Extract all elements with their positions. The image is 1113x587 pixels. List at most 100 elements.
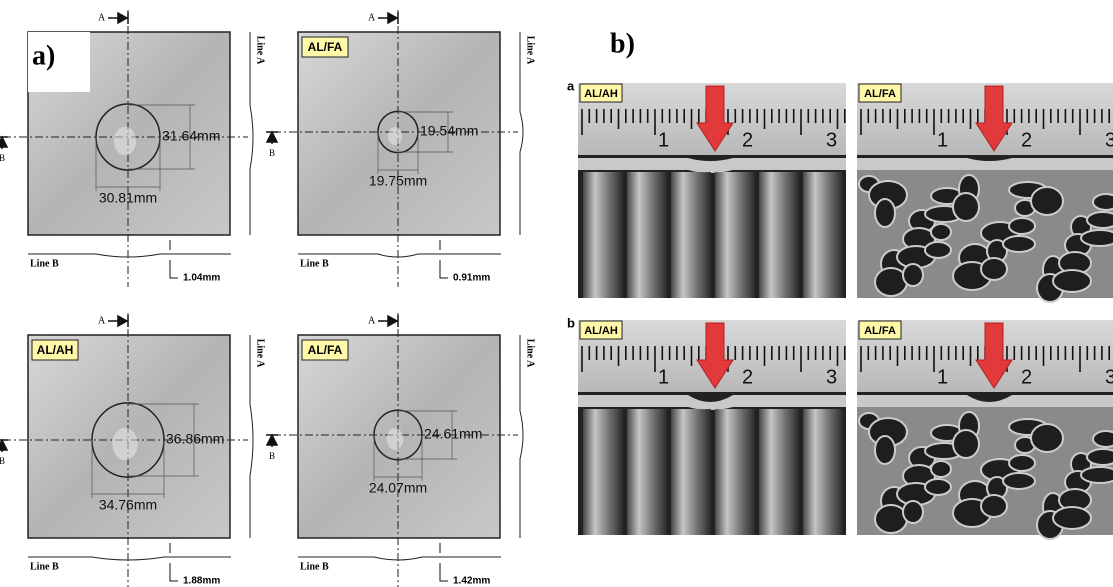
- line-b-profile: [28, 254, 231, 257]
- width-label: 34.76mm: [99, 497, 157, 513]
- foam-pore: [1003, 236, 1035, 252]
- honeycomb-cell: [671, 409, 711, 535]
- section-a: A: [98, 315, 106, 326]
- tag: AL/FA: [308, 343, 343, 357]
- section-arrow: [108, 315, 128, 327]
- line-b-label: Line B: [30, 561, 59, 572]
- ruler-number: 1: [658, 129, 669, 151]
- honeycomb-cell: [759, 172, 799, 298]
- honeycomb-cell: [627, 409, 667, 535]
- line-b-label: Line B: [30, 258, 59, 269]
- foam-pore: [903, 264, 923, 286]
- tag: AL/FA: [308, 40, 343, 54]
- panel-label: a): [32, 40, 55, 71]
- tag: AL/AH: [584, 88, 618, 100]
- line-a-profile: [250, 32, 253, 235]
- depth-marker: [170, 240, 178, 278]
- dent-shine: [114, 127, 136, 156]
- honeycomb-cell: [803, 172, 843, 298]
- depth-label: 1.04mm: [183, 273, 220, 284]
- ruler-number: 3: [1105, 129, 1113, 151]
- foam-pore: [953, 193, 979, 221]
- foam-pore: [1031, 187, 1063, 215]
- section-arrow: [266, 132, 278, 144]
- foam-pore: [1081, 467, 1113, 483]
- line-a-profile: [520, 335, 523, 538]
- foam-pore: [903, 501, 923, 523]
- honeycomb-cell: [715, 172, 755, 298]
- foam-pore: [931, 461, 951, 477]
- foam-pore: [981, 495, 1007, 517]
- ruler-number: 3: [826, 366, 837, 388]
- honeycomb-cell: [583, 409, 623, 535]
- line-a-label: Line A: [525, 36, 536, 65]
- ruler-number: 2: [1021, 129, 1032, 151]
- depth-marker: [440, 543, 448, 581]
- foam-pore: [925, 479, 951, 495]
- ruler-number: 1: [658, 366, 669, 388]
- panel-label: b): [610, 28, 635, 59]
- honeycomb-cell: [803, 409, 843, 535]
- section-a: A: [98, 12, 106, 23]
- honeycomb-cell: [583, 172, 623, 298]
- photo: 1 2 3 AL/AH: [578, 83, 846, 298]
- height-label: 19.54mm: [420, 123, 478, 139]
- width-label: 30.81mm: [99, 190, 157, 206]
- section-b: B: [0, 456, 5, 466]
- foam-pore: [1053, 270, 1091, 292]
- depth-label: 0.91mm: [453, 273, 490, 284]
- depth-label: 1.42mm: [453, 576, 490, 587]
- ruler-number: 2: [1021, 366, 1032, 388]
- line-b-profile: [298, 254, 501, 257]
- foam-pore: [1003, 473, 1035, 489]
- section-arrow: [0, 137, 8, 149]
- height-label: 31.64mm: [162, 128, 220, 144]
- line-b-label: Line B: [300, 561, 329, 572]
- depth-label: 1.88mm: [183, 576, 220, 587]
- foam-pore: [981, 258, 1007, 280]
- ruler-number: 2: [742, 129, 753, 151]
- tag: AL/FA: [864, 88, 896, 100]
- section-arrow: [378, 315, 398, 327]
- height-label: 36.86mm: [166, 431, 224, 447]
- height-label: 24.61mm: [424, 426, 482, 442]
- line-a-label: Line A: [255, 36, 266, 65]
- foam-pore: [875, 268, 907, 296]
- foam-pore: [1087, 449, 1113, 465]
- line-b-profile: [28, 557, 231, 560]
- foam-pore: [875, 505, 907, 533]
- row-label: a: [567, 78, 575, 93]
- line-a-label: Line A: [525, 339, 536, 368]
- foam-pore: [953, 430, 979, 458]
- section-arrow: [0, 440, 8, 452]
- ruler-number: 3: [1105, 366, 1113, 388]
- section-arrow: [378, 12, 398, 24]
- section-b: B: [269, 451, 275, 461]
- width-label: 24.07mm: [369, 480, 427, 496]
- honeycomb-cell: [627, 172, 667, 298]
- ruler-number: 2: [742, 366, 753, 388]
- figure: 31.64mm 30.81mm A B Line A Line B 1.04mm 19.54m…: [0, 0, 1113, 587]
- honeycomb-cell: [671, 172, 711, 298]
- foam-pore: [875, 436, 895, 464]
- section-arrow: [266, 435, 278, 447]
- depth-marker: [440, 240, 448, 278]
- dent-shine: [387, 428, 404, 450]
- foam-pore: [1093, 431, 1113, 447]
- foam-pore: [1053, 507, 1091, 529]
- line-b-label: Line B: [300, 258, 329, 269]
- dent-shine: [388, 127, 402, 145]
- section-arrow: [108, 12, 128, 24]
- foam-pore: [925, 242, 951, 258]
- section-a: A: [368, 12, 376, 23]
- tag: AL/FA: [864, 325, 896, 337]
- tag: AL/AH: [584, 325, 618, 337]
- honeycomb-cell: [715, 409, 755, 535]
- section-b: B: [0, 153, 5, 163]
- line-b-profile: [298, 557, 501, 560]
- section-a: A: [368, 315, 376, 326]
- line-a-profile: [250, 335, 253, 538]
- ruler-number: 3: [826, 129, 837, 151]
- dent-shine: [112, 428, 137, 460]
